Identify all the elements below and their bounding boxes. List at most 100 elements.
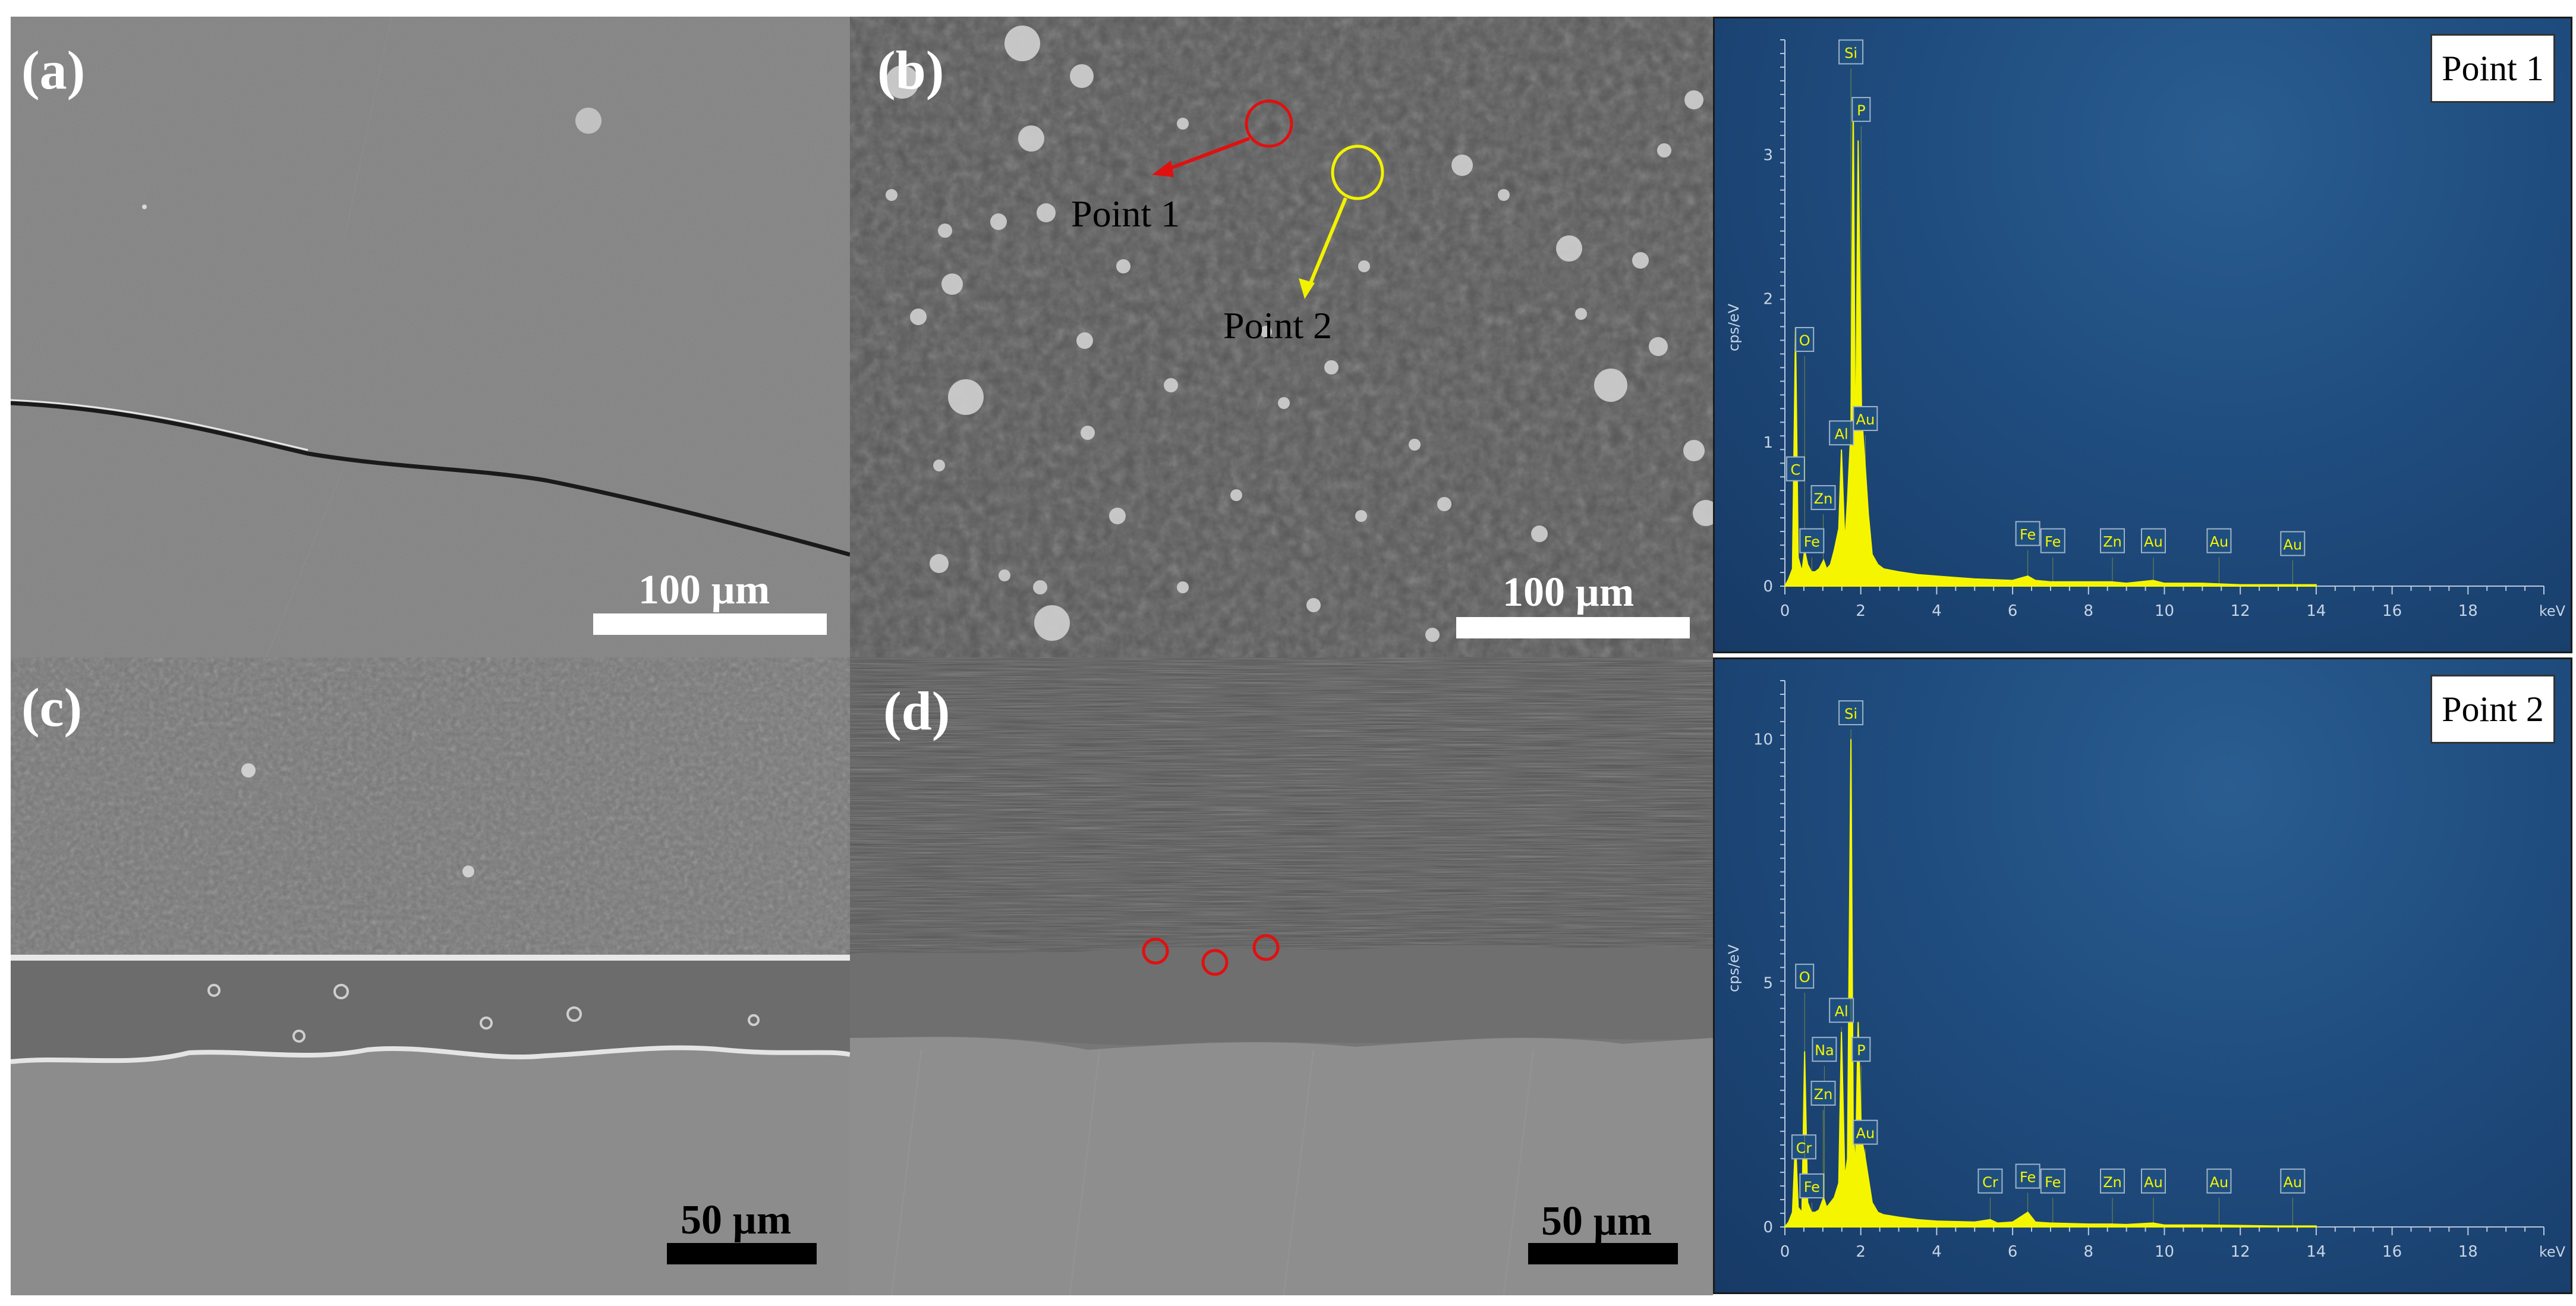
peak-label-box	[1853, 1119, 1878, 1145]
peak-label: Au	[2283, 536, 2302, 553]
peak-label: Au	[2144, 534, 2163, 550]
point2-label: Point 2	[1223, 304, 1333, 347]
coating-layer	[850, 945, 1713, 1046]
peak-label-box	[2206, 1168, 2232, 1194]
peak-label-box	[2100, 528, 2125, 553]
peak-label-box	[1838, 39, 1864, 65]
x-axis-label: keV	[2539, 1244, 2566, 1260]
peak-label-box	[1829, 420, 1854, 446]
x-tick-label: 6	[2008, 1243, 2018, 1261]
scale-line-d	[1528, 1243, 1678, 1264]
y-tick-label: 3	[1763, 146, 1773, 164]
peak-label: Au	[2210, 534, 2229, 550]
sem-image-d	[850, 657, 1713, 1295]
marked-pore	[1252, 934, 1280, 961]
sem-image-a	[11, 17, 850, 657]
y-tick-label: 5	[1763, 975, 1773, 993]
surface-particles	[886, 26, 1713, 642]
y-tick-label: 0	[1763, 1219, 1773, 1236]
peak-label-box	[2040, 528, 2065, 553]
peak-label: Au	[1856, 411, 1875, 428]
x-tick-label: 14	[2306, 602, 2326, 620]
peak-label-box	[1795, 964, 1815, 989]
peak-label-box	[1810, 1081, 1836, 1106]
x-tick-label: 12	[2231, 602, 2250, 620]
peak-label-box	[2140, 1168, 2166, 1194]
x-tick-label: 18	[2458, 602, 2478, 620]
peak-label-box	[2015, 521, 2040, 546]
x-tick-label: 10	[2155, 602, 2174, 620]
peak-label-box	[1851, 97, 1871, 122]
eds-chart-point1: 0 2 4 6 8 10 12 14 16 18 keV0123cps/eVCOZnFeAlSiPA…	[1725, 39, 2566, 620]
interface-line	[11, 955, 850, 961]
eds-chart-point2: 0 2 4 6 8 10 12 14 16 18 keV 0 5 10 cps/eV Cr O Fe Na Zn Al S…	[1725, 680, 2566, 1261]
x-tick-label: 2	[1856, 1243, 1866, 1261]
scale-text-c: 50 µm	[681, 1197, 792, 1243]
eds-spectrum-point1: 0 2 4 6 8 10 12 14 16 18 keV 0 1 2 3 cps/eV C O Zn Fe Al Si P A…	[1713, 17, 2572, 653]
peak-label-box	[2015, 1163, 2040, 1189]
spectrum-series	[1783, 739, 2317, 1228]
panel-label-d: (d)	[883, 681, 950, 741]
panel-label-a: (a)	[21, 40, 86, 100]
point1-arrow	[1158, 137, 1251, 174]
marked-pore	[1201, 949, 1229, 976]
x-tick-label: 4	[1932, 1243, 1942, 1261]
peak-label: P	[1857, 102, 1865, 119]
x-tick-label: 10	[2155, 1243, 2174, 1261]
peak-label: Fe	[2045, 1174, 2061, 1191]
peak-label: C	[1790, 462, 1800, 479]
scale-text-a: 100 µm	[638, 567, 770, 613]
sem-panel-d: (d) 50 µm	[850, 657, 1713, 1295]
sem-image-b	[850, 17, 1713, 657]
x-tick-label: 14	[2306, 1243, 2326, 1261]
x-tick-label: 16	[2382, 1243, 2402, 1261]
peak-label: Fe	[1804, 1179, 1820, 1195]
point1-label: Point 1	[1071, 193, 1180, 235]
point2-box: Point 2	[2430, 675, 2555, 744]
peak-label: O	[1799, 332, 1810, 349]
y-axis-label: cps/eV	[1725, 303, 1742, 351]
eds-spectrum-point2: 0 2 4 6 8 10 12 14 16 18 keV 0 5 10 cps/eV Cr O Fe Na Zn Al S…	[1713, 657, 2572, 1294]
peak-label: Au	[1856, 1125, 1875, 1142]
y-tick-label: 0	[1763, 578, 1773, 596]
peak-label: Al	[1835, 426, 1848, 442]
peak-label-box	[2140, 528, 2166, 553]
peak-label: Zn	[1814, 490, 1833, 507]
x-tick-label: 8	[2084, 1243, 2094, 1261]
peak-label-box	[1977, 1168, 2003, 1194]
scale-text-b: 100 µm	[1503, 569, 1635, 615]
peak-label-box	[1810, 485, 1836, 511]
peak-label-box	[1795, 327, 1815, 353]
y-tick-label: 1	[1763, 434, 1773, 452]
panel-label-b: (b)	[877, 40, 944, 100]
peak-label-box	[2100, 1168, 2125, 1194]
x-tick-label: 16	[2382, 602, 2402, 620]
peak-label: Fe	[2045, 534, 2061, 550]
y-axis-label: cps/eV	[1725, 944, 1742, 992]
peak-label-box	[2206, 528, 2232, 553]
peak-label: Si	[1844, 45, 1857, 61]
panel-label-c: (c)	[21, 677, 83, 738]
peak-label-box	[1851, 1037, 1871, 1062]
peak-label: Fe	[1804, 534, 1820, 550]
peak-label-box	[1853, 406, 1878, 432]
x-axis-label: keV	[2539, 603, 2566, 619]
y-tick-label: 10	[1753, 731, 1773, 748]
x-tick-label: 0	[1780, 602, 1790, 620]
peak-label: Zn	[1814, 1086, 1833, 1103]
scale-line-c	[667, 1243, 817, 1264]
peak-label-box	[2280, 1168, 2306, 1194]
peak-label: Fe	[2020, 1169, 2036, 1186]
peak-label: Au	[2144, 1174, 2163, 1191]
point1-box: Point 1	[2430, 34, 2555, 103]
peak-label: Zn	[2103, 534, 2122, 550]
x-tick-label: 18	[2458, 1243, 2478, 1261]
spectrum-series	[1784, 97, 2317, 587]
peak-label-box	[2280, 531, 2306, 556]
marked-pore	[1142, 937, 1169, 965]
peak-label-box	[2040, 1168, 2065, 1194]
x-tick-label: 6	[2008, 602, 2018, 620]
peak-label: Cr	[1982, 1174, 1998, 1191]
peak-label: Zn	[2103, 1174, 2122, 1191]
peak-label-box	[1812, 1037, 1837, 1062]
